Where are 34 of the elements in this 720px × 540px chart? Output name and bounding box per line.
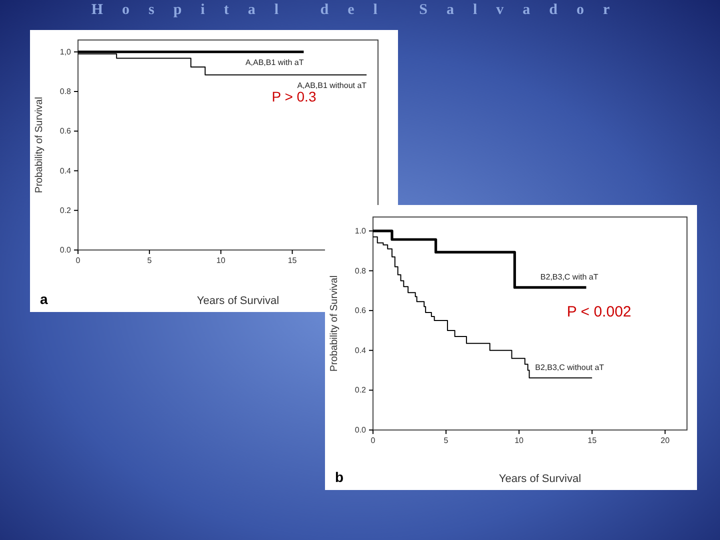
y-tick-label: 0.4 <box>354 346 367 355</box>
series-label: B2,B3,C with aT <box>540 272 598 282</box>
y-tick-label: 0.2 <box>354 386 367 395</box>
series-label: B2,B3,C without aT <box>535 362 604 372</box>
x-tick-label: 15 <box>588 436 598 445</box>
y-tick-label: 0.8 <box>354 266 367 276</box>
annotation: P < 0.002 <box>566 304 632 321</box>
x-tick-label: 5 <box>147 256 152 265</box>
x-tick-label: 20 <box>660 436 670 445</box>
y-tick-label: 0.2 <box>60 206 72 215</box>
y-axis-title: Probability of Survival <box>329 275 340 372</box>
x-tick-label: 10 <box>216 256 226 265</box>
chart-title: Hospital del Salvador <box>91 2 629 18</box>
y-tick-label: 0.8 <box>60 87 72 96</box>
y-tick-label: 0.0 <box>60 246 72 255</box>
series-label: A,AB,B1 with aT <box>245 58 304 67</box>
y-tick-label: 0.0 <box>354 426 367 435</box>
x-axis-title: Years of Survival <box>196 295 280 307</box>
y-tick-label: 0.4 <box>60 166 72 176</box>
x-tick-label: 5 <box>444 436 449 445</box>
y-tick-label: 0.6 <box>60 126 72 136</box>
x-tick-label: 15 <box>288 256 298 265</box>
text: b <box>335 469 344 485</box>
text: a <box>40 291 48 307</box>
y-tick-label: 0.6 <box>354 306 367 316</box>
x-tick-label: 10 <box>514 436 524 445</box>
x-axis-title: Years of Survival <box>498 473 582 485</box>
series-label: A,AB,B1 without aT <box>297 80 367 90</box>
annotation: P > 0.3 <box>272 88 316 104</box>
y-tick-label: 1,0 <box>60 47 72 56</box>
x-tick-label: 0 <box>76 256 81 265</box>
y-axis-title: Probability of Survival <box>34 96 45 194</box>
y-tick-label: 1.0 <box>354 226 367 236</box>
x-tick-label: 0 <box>370 436 376 445</box>
